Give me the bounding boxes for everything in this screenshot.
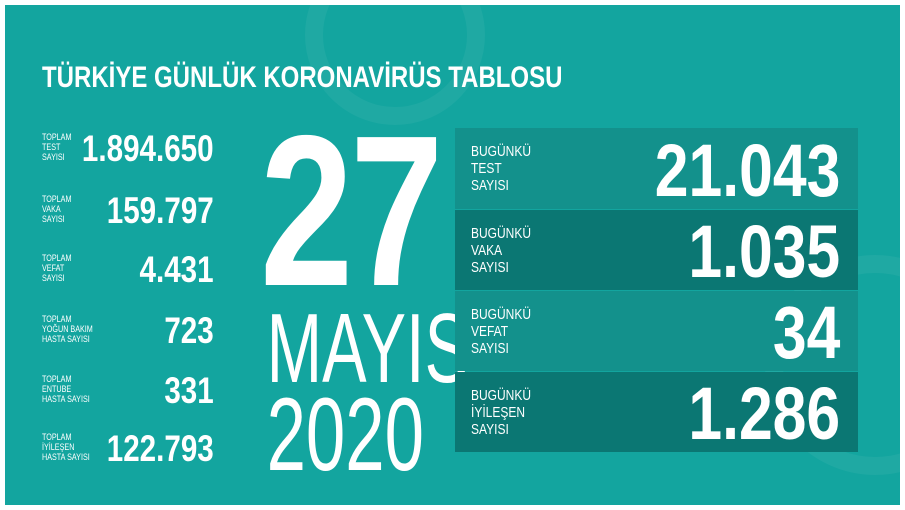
total-stat-value: 1.894.650 — [82, 128, 214, 169]
total-stat-value: 159.797 — [107, 190, 214, 231]
today-stat-label: BUGÜNKÜ VEFAT SAYISI — [471, 305, 532, 357]
today-stat: BUGÜNKÜ VEFAT SAYISI 34 — [455, 291, 858, 371]
today-stat: BUGÜNKÜ TEST SAYISI 21.043 — [455, 128, 858, 209]
today-stat-value: 21.043 — [654, 128, 840, 212]
total-stat: TOPLAM VAKA SAYISI 159.797 — [42, 190, 214, 236]
total-stat: TOPLAM ENTUBE HASTA SAYISI 331 — [42, 370, 214, 416]
today-stat: BUGÜNKÜ İYİLEŞEN SAYISI 1.286 — [455, 372, 858, 452]
total-stat-value: 331 — [164, 370, 214, 411]
today-stat-value: 1.035 — [688, 210, 840, 293]
today-stat: BUGÜNKÜ VAKA SAYISI 1.035 — [455, 210, 858, 290]
date-year: 2020 — [266, 377, 424, 493]
total-stat: TOPLAM İYİLEŞEN HASTA SAYISI 122.793 — [42, 428, 214, 474]
today-stat-value: 1.286 — [688, 372, 840, 455]
total-stat-label: TOPLAM İYİLEŞEN HASTA SAYISI — [42, 432, 90, 462]
today-stat-value: 34 — [772, 291, 840, 374]
infographic: TÜRKİYE GÜNLÜK KORONAVİRÜS TABLOSU TOPLA… — [5, 5, 900, 505]
total-stat: TOPLAM VEFAT SAYISI 4.431 — [42, 249, 214, 295]
today-stat-label: BUGÜNKÜ TEST SAYISI — [471, 143, 532, 194]
date-month: MAYIS — [266, 293, 470, 403]
total-stat-value: 122.793 — [107, 428, 214, 469]
total-stat-label: TOPLAM TEST SAYISI — [42, 132, 72, 162]
total-stat: TOPLAM YOĞUN BAKIM HASTA SAYISI 723 — [42, 310, 214, 356]
total-stat-label: TOPLAM ENTUBE HASTA SAYISI — [42, 374, 90, 404]
total-stat-label: TOPLAM YOĞUN BAKIM HASTA SAYISI — [42, 314, 93, 344]
total-stat-value: 4.431 — [139, 249, 214, 290]
date-day: 27 — [260, 90, 443, 331]
today-stat-label: BUGÜNKÜ İYİLEŞEN SAYISI — [471, 386, 532, 438]
total-stat-label: TOPLAM VAKA SAYISI — [42, 194, 72, 224]
today-stat-label: BUGÜNKÜ VAKA SAYISI — [471, 224, 532, 276]
total-stat-label: TOPLAM VEFAT SAYISI — [42, 253, 72, 283]
total-stat: TOPLAM TEST SAYISI 1.894.650 — [42, 128, 214, 174]
total-stat-value: 723 — [164, 310, 214, 351]
page-title: TÜRKİYE GÜNLÜK KORONAVİRÜS TABLOSU — [42, 61, 563, 94]
